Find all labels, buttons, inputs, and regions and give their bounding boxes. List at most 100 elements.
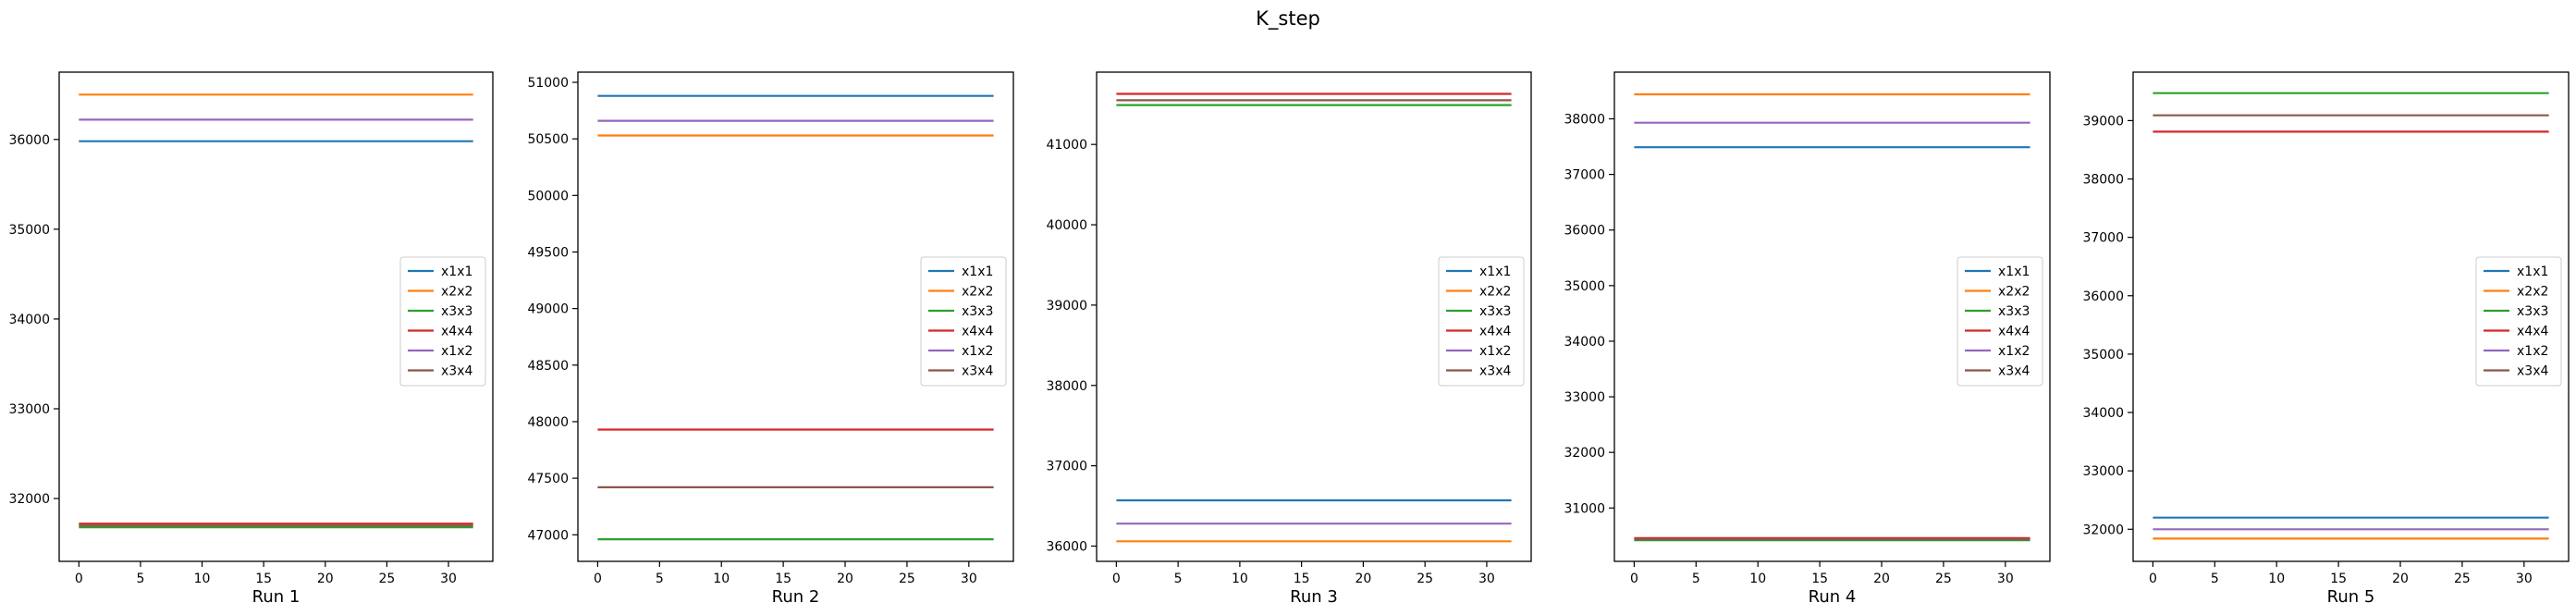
y-tick-label: 49500 — [527, 245, 569, 260]
axes-frame — [1613, 71, 2051, 562]
legend-label-x1x1: x1x1 — [1998, 264, 2030, 279]
legend-label-x1x2: x1x2 — [1998, 344, 2030, 359]
legend-label-x3x4: x3x4 — [1479, 364, 1511, 379]
legend-box — [920, 256, 1007, 387]
x-axis-label: Run 4 — [1809, 587, 1857, 607]
x-axis-label: Run 5 — [2327, 587, 2375, 607]
legend-label-x3x4: x3x4 — [962, 364, 993, 379]
x-tick-label: 10 — [713, 572, 730, 586]
legend-label-x4x4: x4x4 — [441, 325, 472, 339]
legend-box — [399, 256, 486, 387]
legend-label-x1x1: x1x1 — [441, 264, 472, 279]
x-tick-label: 15 — [775, 572, 791, 586]
legend-label-x1x2: x1x2 — [1479, 344, 1511, 359]
x-tick-label: 5 — [136, 572, 144, 586]
legend: x1x1 x2x2 x3x3 x4x4 x1x2 x3x4 — [1957, 256, 2043, 387]
x-tick-label: 25 — [899, 572, 915, 586]
legend-box — [1438, 256, 1525, 387]
y-tick-label: 38000 — [2082, 173, 2124, 188]
x-tick-label: 0 — [75, 572, 83, 586]
subplot-4: 0 5 10 15 20 25 30 31000 32000 33000 34000 35000 360… — [1564, 71, 2051, 607]
x-tick-label: 10 — [1749, 572, 1766, 586]
y-tick-label: 39000 — [2082, 114, 2124, 129]
y-tick-label: 50000 — [527, 189, 569, 203]
x-tick-label: 15 — [2330, 572, 2347, 586]
y-tick-label: 33000 — [2082, 464, 2124, 479]
legend-label-x3x3: x3x3 — [441, 304, 472, 319]
y-tick-label: 34000 — [8, 313, 50, 327]
y-tick-label: 36000 — [1564, 224, 1605, 239]
y-tick-label: 34000 — [1564, 335, 1605, 350]
y-tick-label: 41000 — [1046, 138, 1087, 153]
legend-label-x1x1: x1x1 — [2517, 264, 2548, 279]
x-tick-label: 20 — [1355, 572, 1371, 586]
x-tick-label: 5 — [656, 572, 664, 586]
y-tick-label: 32000 — [2082, 523, 2124, 537]
legend: x1x1 x2x2 x3x3 x4x4 x1x2 x3x4 — [1438, 256, 1525, 387]
legend: x1x1 x2x2 x3x3 x4x4 x1x2 x3x4 — [920, 256, 1007, 387]
x-tick-label: 0 — [1630, 572, 1638, 586]
y-tick-label: 35000 — [1564, 279, 1605, 294]
legend: x1x1 x2x2 x3x3 x4x4 x1x2 x3x4 — [2475, 256, 2562, 387]
x-tick-label: 0 — [594, 572, 602, 586]
y-tick-label: 38000 — [1564, 112, 1605, 127]
legend-label-x3x3: x3x3 — [1479, 304, 1511, 319]
legend-label-x3x4: x3x4 — [2517, 364, 2548, 379]
y-tick-label: 36000 — [1046, 539, 1087, 554]
x-tick-label: 30 — [440, 572, 457, 586]
legend-label-x1x1: x1x1 — [962, 264, 993, 279]
x-tick-label: 20 — [1873, 572, 1890, 586]
legend-label-x2x2: x2x2 — [962, 285, 993, 300]
x-tick-label: 10 — [1232, 572, 1248, 586]
subplot-5: 0 5 10 15 20 25 30 32000 33000 34000 35000 36000 370… — [2082, 71, 2570, 607]
x-axis-label: Run 1 — [252, 587, 301, 607]
legend-label-x4x4: x4x4 — [1479, 325, 1511, 339]
subplot-2: 0 5 10 15 20 25 30 47000 47500 48000 48500 49000 495… — [527, 71, 1014, 607]
axes-frame — [577, 71, 1014, 562]
legend-label-x1x1: x1x1 — [1479, 264, 1511, 279]
subplot-3: 0 5 10 15 20 25 30 36000 37000 38000 39000 40000 410… — [1046, 71, 1532, 607]
y-tick-label: 48500 — [527, 359, 569, 374]
legend-label-x2x2: x2x2 — [441, 285, 472, 300]
x-tick-label: 25 — [1935, 572, 1952, 586]
x-tick-label: 15 — [1294, 572, 1310, 586]
legend: x1x1 x2x2 x3x3 x4x4 x1x2 x3x4 — [399, 256, 486, 387]
legend-label-x3x3: x3x3 — [2517, 304, 2548, 319]
y-tick-label: 35000 — [2082, 348, 2124, 363]
x-tick-label: 5 — [1692, 572, 1700, 586]
y-tick-label: 39000 — [1046, 299, 1087, 314]
x-tick-label: 30 — [1997, 572, 2014, 586]
legend-label-x3x3: x3x3 — [962, 304, 993, 319]
legend-label-x1x2: x1x2 — [962, 344, 993, 359]
legend-label-x3x4: x3x4 — [441, 364, 472, 379]
legend-box — [1957, 256, 2043, 387]
y-tick-label: 49000 — [527, 302, 569, 317]
x-tick-label: 30 — [2516, 572, 2533, 586]
y-tick-label: 32000 — [1564, 446, 1605, 461]
y-tick-label: 51000 — [527, 76, 569, 91]
y-tick-label: 37000 — [2082, 231, 2124, 246]
x-tick-label: 30 — [961, 572, 977, 586]
axes-frame — [2132, 71, 2570, 562]
legend-label-x1x2: x1x2 — [2517, 344, 2548, 359]
x-tick-label: 0 — [2149, 572, 2157, 586]
x-tick-label: 25 — [379, 572, 396, 586]
x-tick-label: 20 — [2392, 572, 2409, 586]
y-tick-label: 40000 — [1046, 218, 1087, 233]
y-tick-label: 37000 — [1564, 168, 1605, 183]
x-tick-label: 15 — [255, 572, 272, 586]
subplot-1: 0 5 10 15 20 25 30 32000 33000 34000 35000 36000 Run… — [8, 71, 494, 607]
x-tick-label: 20 — [317, 572, 334, 586]
axes-frame — [1096, 71, 1532, 562]
axes-frame — [58, 71, 494, 562]
y-tick-label: 36000 — [8, 133, 50, 148]
y-tick-label: 35000 — [8, 223, 50, 238]
x-tick-label: 0 — [1112, 572, 1121, 586]
legend-label-x1x2: x1x2 — [441, 344, 472, 359]
y-tick-label: 31000 — [1564, 501, 1605, 516]
y-tick-label: 47500 — [527, 472, 569, 486]
x-axis-label: Run 3 — [1290, 587, 1338, 607]
x-tick-label: 20 — [837, 572, 853, 586]
y-tick-label: 36000 — [2082, 289, 2124, 304]
y-tick-label: 37000 — [1046, 460, 1087, 474]
